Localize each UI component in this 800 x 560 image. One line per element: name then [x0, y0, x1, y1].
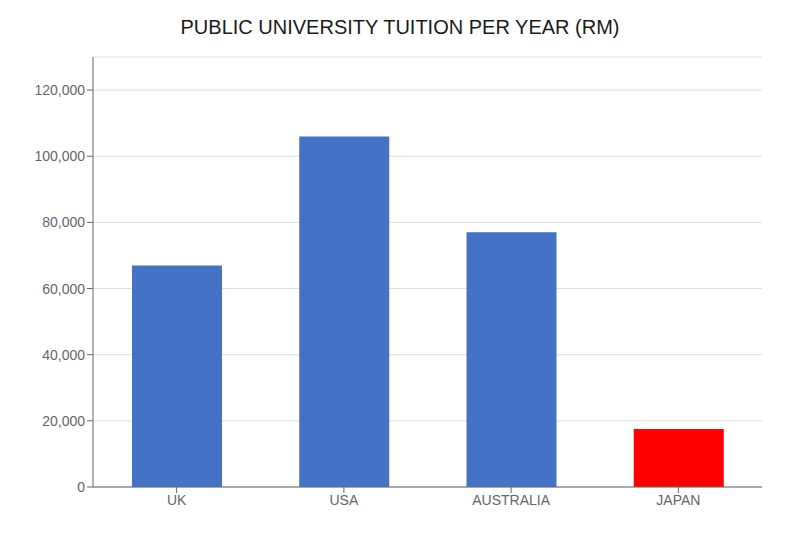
svg-text:40,000: 40,000 — [42, 347, 85, 363]
svg-text:60,000: 60,000 — [42, 281, 85, 297]
html-text:PUBLIC UNIVERSITY TUITION PER: PUBLIC UNIVERSITY TUITION PER YEAR (RM) — [180, 16, 620, 38]
svg-text:80,000: 80,000 — [42, 214, 85, 230]
svg-text:120,000: 120,000 — [34, 82, 85, 98]
svg-text:20,000: 20,000 — [42, 413, 85, 429]
svg-text:AUSTRALIA: AUSTRALIA — [472, 492, 550, 508]
svg-text:100,000: 100,000 — [34, 148, 85, 164]
svg-text:0: 0 — [77, 479, 85, 495]
svg-text:JAPAN: JAPAN — [656, 492, 700, 508]
svg-text:UK: UK — [167, 492, 187, 508]
svg-text:USA: USA — [329, 492, 358, 508]
